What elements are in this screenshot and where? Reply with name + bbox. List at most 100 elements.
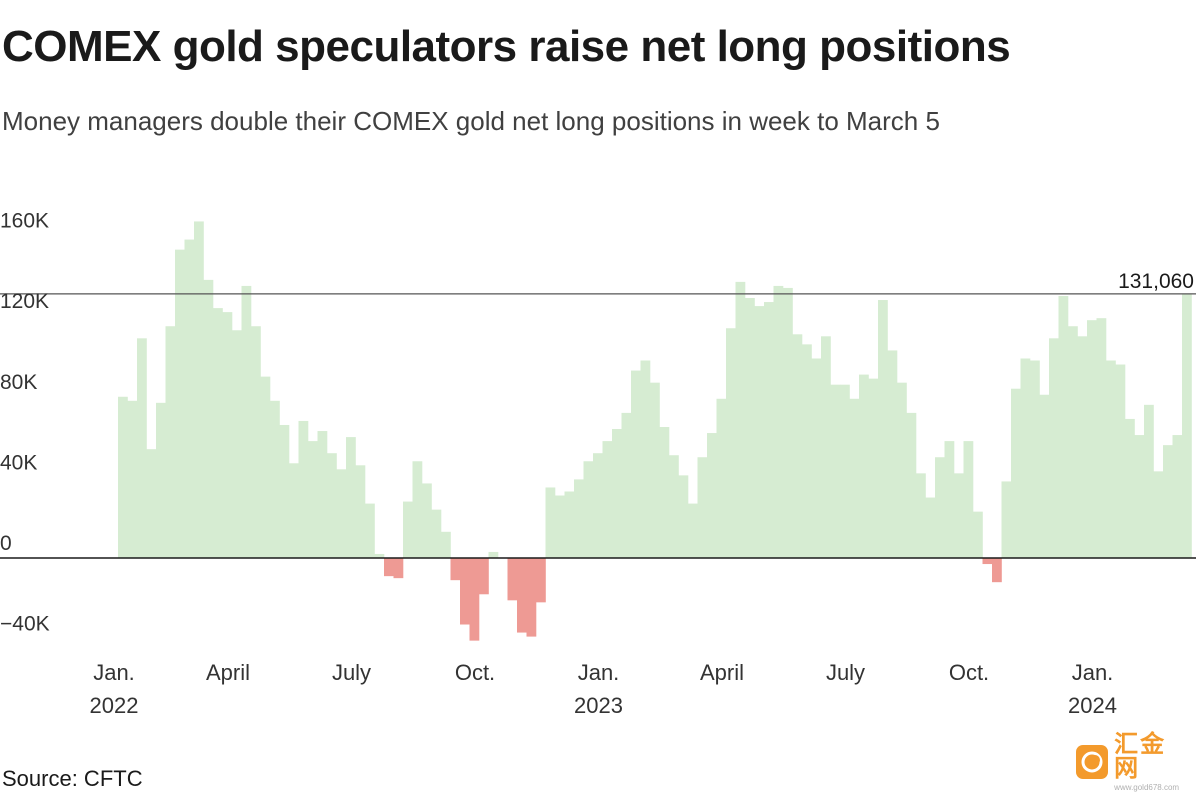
bar: [1068, 326, 1078, 558]
bar: [963, 441, 974, 558]
bar: [327, 453, 337, 558]
x-tick-label: July: [332, 660, 371, 685]
x-tick-year-label: 2023: [574, 693, 623, 718]
bar: [716, 398, 727, 558]
net-long-positions-chart: 131,060 160K 120K 80K 40K 0 −40K Jan. 2022 April J…: [0, 210, 1196, 718]
bar: [925, 497, 936, 558]
bar: [460, 558, 470, 625]
bar: [688, 503, 698, 558]
bar: [517, 558, 527, 633]
bar: [1096, 318, 1107, 558]
bar: [1030, 360, 1040, 558]
bar: [1106, 360, 1116, 558]
bar: [1115, 364, 1126, 558]
bar: [821, 336, 831, 558]
watermark-brand-text: 汇金网: [1114, 730, 1167, 782]
x-tick-label: Oct.: [455, 660, 495, 685]
bar: [479, 558, 489, 595]
source-note: Source: CFTC: [2, 766, 143, 791]
bar: [745, 298, 755, 558]
bar: [1001, 481, 1012, 558]
bar: [450, 558, 461, 581]
bar: [213, 308, 223, 558]
bar: [308, 441, 318, 558]
bar: [346, 437, 356, 558]
x-tick-label: July: [826, 660, 865, 685]
bar: [830, 384, 841, 558]
bar: [916, 473, 926, 558]
bar: [251, 326, 261, 558]
bar: [393, 558, 404, 579]
bar: [726, 328, 736, 558]
bar: [954, 473, 964, 558]
bar: [678, 475, 689, 558]
bar: [621, 412, 632, 558]
bar: [887, 350, 898, 558]
bar: [868, 378, 879, 558]
bar: [260, 376, 271, 558]
gold678-watermark: 汇金网 www.gold678.com: [1076, 732, 1188, 791]
bar: [374, 553, 385, 558]
bar: [973, 511, 983, 558]
bar: [146, 449, 157, 558]
bar: [1020, 358, 1031, 558]
bar: [488, 551, 499, 558]
bar: [270, 400, 280, 558]
watermark-url: www.gold678.com: [1114, 782, 1180, 792]
bar: [1134, 435, 1145, 558]
y-tick-label: 160K: [0, 210, 49, 233]
bar: [754, 306, 765, 558]
bar: [289, 463, 299, 558]
bar: [469, 558, 480, 641]
bar: [526, 558, 537, 637]
bar: [507, 558, 518, 601]
bar: [612, 429, 622, 558]
bar: [1125, 418, 1135, 558]
bar: [156, 402, 166, 558]
bar: [412, 461, 423, 558]
bar: [1144, 404, 1154, 558]
bar: [574, 479, 584, 558]
y-tick-label: 120K: [0, 290, 49, 313]
bar: [137, 338, 147, 558]
bar: [545, 487, 556, 558]
bar: [536, 558, 546, 603]
gold678-logo-icon: [1076, 745, 1109, 779]
bar: [792, 334, 803, 558]
x-tick-label: April: [700, 660, 744, 685]
x-tick-label: Oct.: [949, 660, 989, 685]
bar: [355, 465, 366, 558]
bar: [564, 491, 575, 558]
bar: [1163, 445, 1173, 558]
bar: [203, 279, 214, 558]
bar: [317, 431, 328, 558]
bar: [669, 455, 679, 558]
bar: [194, 221, 204, 558]
x-tick-label: April: [206, 660, 250, 685]
bar: [583, 461, 594, 558]
bar: [403, 501, 413, 558]
y-tick-label: 80K: [0, 371, 37, 394]
bar: [1077, 336, 1088, 558]
bar: [555, 495, 565, 558]
reference-line-label: 131,060: [1118, 270, 1194, 293]
bar: [365, 503, 375, 558]
y-tick-label: 0: [0, 532, 12, 555]
bar: [165, 326, 176, 558]
bar: [773, 285, 784, 558]
bar: [650, 382, 660, 558]
bar: [697, 457, 708, 558]
bar: [241, 285, 252, 558]
bar: [1087, 320, 1097, 558]
bar: [127, 400, 138, 558]
bar: [783, 287, 793, 558]
bar: [222, 312, 233, 558]
bar: [336, 469, 347, 558]
bar: [298, 420, 309, 558]
bar: [1039, 394, 1050, 558]
y-tick-label: −40K: [0, 613, 50, 636]
bar: [441, 531, 451, 558]
bar: [384, 558, 394, 577]
bar: [184, 239, 195, 558]
bar: [640, 360, 651, 558]
